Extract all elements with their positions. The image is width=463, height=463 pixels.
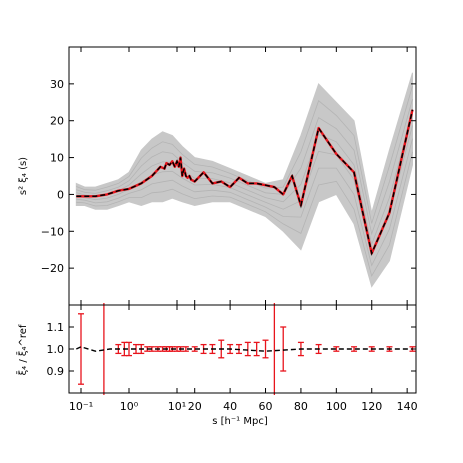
xtick-label: 20 bbox=[188, 400, 202, 413]
xtick-label: 10¹ bbox=[168, 400, 186, 413]
mock-realization-line bbox=[76, 151, 413, 278]
bottom-xticks: 10⁻¹ 10⁰ 10¹ 20 40 60 80 100 120 140 bbox=[69, 305, 418, 413]
top-series-group bbox=[75, 72, 414, 288]
x-axis-label: s [h⁻¹ Mpc] bbox=[212, 416, 268, 427]
bottom-ytick-label: 1.1 bbox=[47, 321, 65, 334]
mock-realization-line bbox=[76, 138, 413, 267]
bottom-ytick-label: 1.0 bbox=[47, 343, 65, 356]
bottom-ytick-label: 0.9 bbox=[47, 365, 65, 378]
top-yticks: −20 −10 0 10 20 30 bbox=[41, 47, 416, 305]
bottom-yticks: 0.9 1.0 1.1 bbox=[47, 321, 416, 378]
bottom-y-axis-label: ξ̄₄ / ξ̄₄^ref bbox=[16, 324, 29, 375]
mock-realization-line bbox=[76, 85, 413, 224]
top-ytick-label: −10 bbox=[41, 225, 64, 238]
reference-line-red bbox=[76, 109, 414, 255]
top-panel: −20 −10 0 10 20 30 s² ξ₄ (s) bbox=[18, 46, 417, 306]
xtick-label: 40 bbox=[223, 400, 237, 413]
top-ytick-label: −20 bbox=[41, 262, 64, 275]
xtick-label: 100 bbox=[326, 400, 347, 413]
xtick-label: 10⁰ bbox=[120, 400, 139, 413]
xtick-label: 10⁻¹ bbox=[69, 400, 93, 413]
xtick-label: 140 bbox=[397, 400, 418, 413]
xtick-label: 60 bbox=[259, 400, 273, 413]
bottom-series-group bbox=[76, 303, 416, 395]
xtick-label: 80 bbox=[294, 400, 308, 413]
mock-realization-line bbox=[76, 125, 413, 257]
top-ytick-label: 20 bbox=[50, 115, 64, 128]
top-ytick-label: 30 bbox=[50, 78, 64, 91]
bottom-panel: 0.9 1.0 1.1 10⁻¹ 10⁰ 10¹ 20 40 60 80 100 120 140 ξ̄… bbox=[16, 303, 418, 427]
xtick-label: 120 bbox=[361, 400, 382, 413]
top-y-axis-label: s² ξ₄ (s) bbox=[18, 157, 29, 195]
top-ytick-label: 10 bbox=[50, 152, 64, 165]
top-ytick-label: 0 bbox=[57, 188, 64, 201]
ratio-line-dashed bbox=[76, 346, 413, 352]
